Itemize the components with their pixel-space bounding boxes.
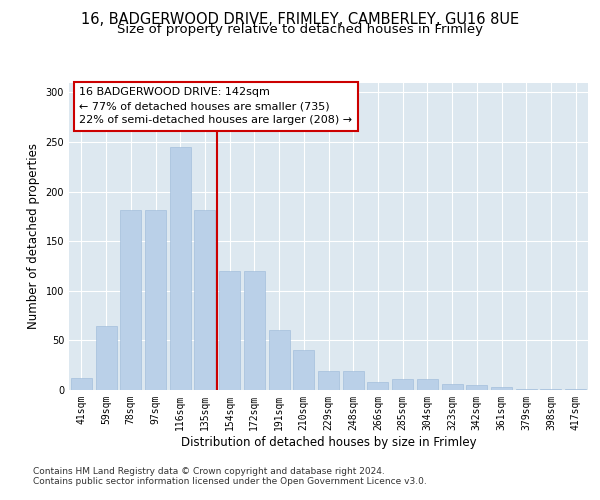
Bar bbox=[120, 210, 141, 390]
Bar bbox=[219, 271, 240, 390]
Bar bbox=[95, 326, 116, 390]
Text: Contains HM Land Registry data © Crown copyright and database right 2024.: Contains HM Land Registry data © Crown c… bbox=[33, 467, 385, 476]
Bar bbox=[442, 384, 463, 390]
Bar bbox=[194, 210, 215, 390]
Bar bbox=[541, 389, 562, 390]
Bar bbox=[170, 147, 191, 390]
Text: 16, BADGERWOOD DRIVE, FRIMLEY, CAMBERLEY, GU16 8UE: 16, BADGERWOOD DRIVE, FRIMLEY, CAMBERLEY… bbox=[81, 12, 519, 28]
Bar bbox=[244, 271, 265, 390]
Bar bbox=[565, 389, 586, 390]
Bar bbox=[516, 389, 537, 390]
Text: 16 BADGERWOOD DRIVE: 142sqm
← 77% of detached houses are smaller (735)
22% of se: 16 BADGERWOOD DRIVE: 142sqm ← 77% of det… bbox=[79, 87, 353, 125]
Bar bbox=[318, 371, 339, 390]
Bar bbox=[343, 371, 364, 390]
Bar bbox=[417, 379, 438, 390]
Bar bbox=[269, 330, 290, 390]
Bar bbox=[466, 385, 487, 390]
Bar bbox=[71, 378, 92, 390]
X-axis label: Distribution of detached houses by size in Frimley: Distribution of detached houses by size … bbox=[181, 436, 476, 448]
Bar bbox=[392, 379, 413, 390]
Bar bbox=[491, 387, 512, 390]
Bar bbox=[367, 382, 388, 390]
Y-axis label: Number of detached properties: Number of detached properties bbox=[27, 143, 40, 329]
Text: Contains public sector information licensed under the Open Government Licence v3: Contains public sector information licen… bbox=[33, 477, 427, 486]
Text: Size of property relative to detached houses in Frimley: Size of property relative to detached ho… bbox=[117, 24, 483, 36]
Bar bbox=[145, 210, 166, 390]
Bar bbox=[293, 350, 314, 390]
